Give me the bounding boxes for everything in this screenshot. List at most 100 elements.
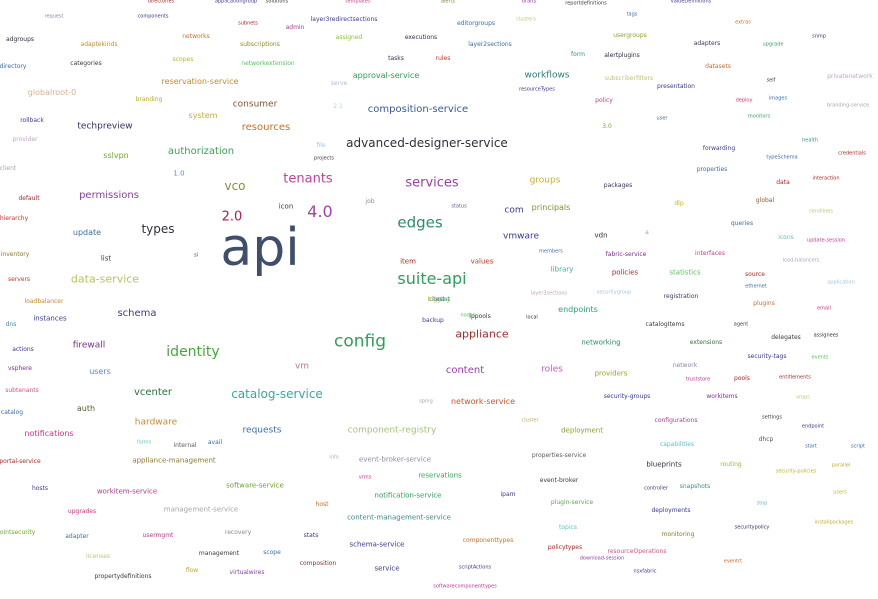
cloud-word: propertydefinitions (94, 573, 152, 580)
cloud-word: script (851, 443, 865, 450)
cloud-word: subtenants (5, 387, 39, 394)
cloud-word: solutions (265, 0, 289, 5)
cloud-word: sslvpn (103, 151, 129, 160)
cloud-word: start (805, 443, 817, 450)
cloud-word: pools (734, 375, 750, 382)
cloud-word: composition (299, 560, 337, 567)
cloud-word: controller (644, 485, 668, 492)
cloud-word: vsphere (7, 365, 33, 372)
cloud-word: security-tags (747, 353, 787, 360)
cloud-word: securitypolicy (734, 524, 770, 531)
cloud-word: catalog-service (231, 387, 323, 401)
cloud-word: status (451, 203, 467, 210)
cloud-word: credentials (838, 150, 866, 157)
cloud-word: dhcp (758, 436, 774, 443)
cloud-word: edges (397, 213, 443, 232)
cloud-word: categories (70, 60, 102, 67)
cloud-word: source (745, 271, 765, 278)
cloud-word: clusters (516, 16, 536, 23)
cloud-word: ethernet (745, 283, 767, 290)
cloud-word: projects (314, 155, 334, 162)
cloud-word: update (72, 228, 102, 237)
cloud-word: catalog (0, 409, 24, 416)
cloud-word: rules (435, 55, 451, 62)
cloud-word: self (766, 77, 776, 84)
cloud-word: members (539, 248, 563, 255)
cloud-word: config (333, 331, 387, 352)
cloud-word: endpointsecurity (0, 529, 36, 536)
cloud-word: scope (263, 549, 281, 556)
cloud-word: usermgmt (142, 532, 174, 539)
cloud-word: endpoint (801, 423, 825, 430)
cloud-word: permissions (79, 190, 139, 201)
cloud-word: scopes (172, 56, 194, 63)
cloud-word: privatenetwork (827, 73, 873, 80)
cloud-word: principals (531, 203, 571, 212)
cloud-word: tasks (388, 55, 404, 62)
cloud-word: upgrade (762, 41, 784, 48)
cloud-word: softwarecomponenttypes (433, 583, 497, 590)
cloud-word: deployment (561, 426, 603, 435)
cloud-word: workflows (524, 70, 570, 81)
cloud-word: applicationgroup (214, 0, 258, 5)
cloud-word: global (755, 197, 775, 204)
cloud-word: directories (147, 0, 175, 5)
cloud-word: settings (762, 414, 782, 421)
cloud-word: inventory (0, 251, 30, 258)
cloud-word: hardware (134, 417, 178, 428)
cloud-word: event-broker-service (358, 455, 432, 464)
cloud-word: monitors (747, 113, 771, 120)
cloud-word: library (550, 265, 574, 274)
cloud-word: interfaces (695, 250, 725, 257)
cloud-word: 4.0 (307, 202, 333, 221)
cloud-word: vcenter (133, 387, 173, 398)
cloud-word: fabric-service (605, 251, 647, 258)
cloud-word: ippools (469, 313, 491, 320)
cloud-word: securitygroup (596, 289, 632, 296)
cloud-word: plugins (753, 300, 775, 307)
cloud-word: appliance (455, 327, 509, 341)
cloud-word: management (198, 550, 240, 557)
cloud-word: adapter (65, 533, 89, 540)
cloud-word: parallel (831, 462, 851, 469)
cloud-word: forwarding (702, 145, 736, 152)
cloud-word: events (811, 354, 829, 361)
cloud-word: policytypes (547, 544, 583, 551)
cloud-word: internal (173, 442, 197, 449)
cloud-word: request (44, 13, 64, 20)
cloud-word: vrms (358, 474, 372, 481)
cloud-word: policy (595, 97, 613, 104)
cloud-word: sping (419, 398, 433, 405)
cloud-word: hosts (31, 485, 49, 492)
cloud-word: 2.1 (333, 103, 343, 110)
cloud-word: portal-service (0, 458, 41, 465)
cloud-word: components (137, 13, 169, 20)
cloud-word: security-groups (603, 393, 651, 400)
cloud-word: info (329, 454, 339, 461)
cloud-word: vco (224, 179, 246, 193)
cloud-word: subscriberfilters (604, 75, 654, 82)
cloud-word: reportdefinitions (565, 0, 607, 7)
cloud-word: nsxfabric (633, 568, 657, 575)
cloud-word: management-service (163, 505, 239, 514)
cloud-word: adapters (693, 40, 721, 47)
cloud-word: capabilities (659, 441, 695, 448)
cloud-word: resourceOperations (607, 548, 667, 555)
cloud-word: resourceTypes (519, 86, 555, 93)
cloud-word: stats (303, 532, 319, 539)
cloud-word: instances (33, 314, 67, 323)
cloud-word: file (316, 142, 326, 149)
cloud-word: com (504, 205, 524, 216)
cloud-word: reservation-service (161, 77, 239, 86)
cloud-word: valueDefinitions (670, 0, 712, 5)
cloud-word: users (833, 489, 847, 496)
cloud-word: consumer (232, 99, 278, 110)
cloud-word: admin (285, 24, 305, 31)
cloud-word: composition-service (367, 104, 469, 115)
cloud-word: properties (696, 166, 728, 173)
cloud-word: layer3redirectsections (310, 16, 378, 23)
cloud-word: download-session (579, 555, 625, 562)
cloud-word: application (827, 279, 855, 286)
cloud-word: tags (626, 11, 638, 18)
cloud-word: test (433, 296, 445, 303)
